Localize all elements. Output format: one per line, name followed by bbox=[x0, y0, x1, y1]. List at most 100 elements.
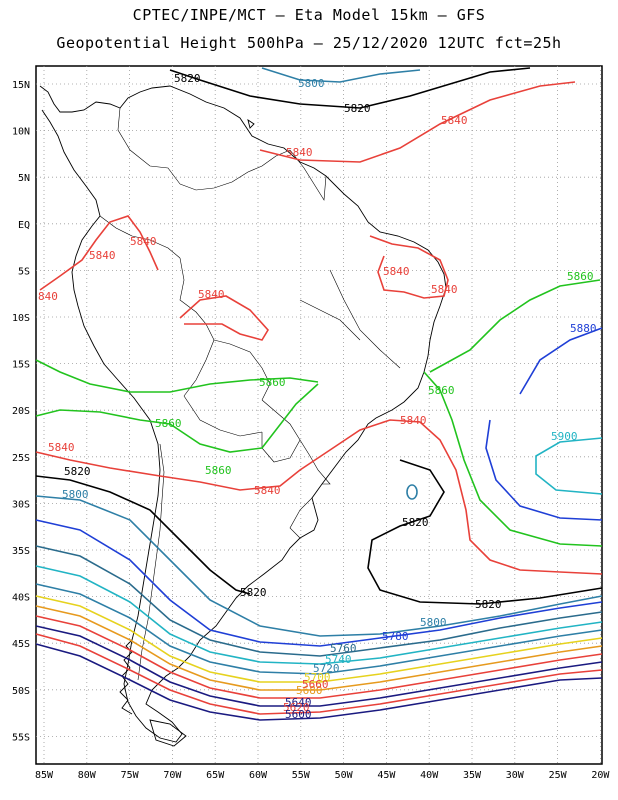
lat-tick-label: 50S bbox=[12, 686, 30, 697]
country-borders bbox=[99, 107, 401, 681]
lat-tick-label: 40S bbox=[12, 593, 30, 604]
contour-label: 5860 bbox=[205, 464, 232, 477]
contour-label: 5600 bbox=[285, 708, 312, 721]
contour-5860-atlantic bbox=[423, 371, 603, 547]
contour-label: 5860 bbox=[259, 376, 286, 389]
contour-label: 5840 bbox=[254, 484, 281, 497]
contour-label: 5660 bbox=[302, 678, 329, 691]
axis-ticks: 85W 80W 75W 70W 65W 60W 55W 50W 45W 40W 35W 30W 25W 2… bbox=[12, 80, 610, 781]
contour-5820-north bbox=[169, 67, 531, 109]
lon-tick-label: 50W bbox=[335, 770, 354, 781]
contour-label: 5800 bbox=[298, 77, 325, 90]
lon-tick-label: 70W bbox=[163, 770, 182, 781]
contour-label: 5840 bbox=[441, 114, 468, 127]
lon-tick-label: 45W bbox=[377, 770, 396, 781]
contour-5840-north bbox=[259, 81, 576, 163]
tierra-del-fuego bbox=[149, 719, 187, 747]
contour-label: 5840 bbox=[286, 146, 313, 159]
contour-label: 5700 bbox=[304, 671, 331, 684]
contour-label: 5860 bbox=[567, 270, 594, 283]
lon-tick-label: 55W bbox=[292, 770, 311, 781]
contour-label: 5780 bbox=[382, 630, 409, 643]
lon-tick-label: 20W bbox=[591, 770, 610, 781]
contour-label: 5760 bbox=[330, 642, 357, 655]
lat-tick-label: 5N bbox=[18, 173, 30, 184]
border-venezuela-brazil bbox=[179, 149, 291, 191]
lat-tick-label: 15S bbox=[12, 360, 30, 371]
border-bolivia-brazil bbox=[213, 339, 271, 401]
border-colombia-venezuela bbox=[117, 107, 181, 185]
contour-label: 5900 bbox=[551, 430, 578, 443]
border-brazil-states bbox=[299, 269, 401, 369]
lat-tick-label: 10N bbox=[12, 127, 30, 138]
contour-label: 5840 bbox=[89, 249, 116, 262]
lat-tick-label: 35S bbox=[12, 546, 30, 557]
contour-lines bbox=[35, 67, 603, 721]
map-title-line2: Geopotential Height 500hPa – 25/12/2020 … bbox=[56, 34, 562, 52]
contour-label: 5800 bbox=[62, 488, 89, 501]
contour-5820-cell bbox=[406, 484, 418, 500]
lat-tick-label: 45S bbox=[12, 639, 30, 650]
contour-label: 5720 bbox=[313, 662, 340, 675]
contour-label: 5740 bbox=[325, 653, 352, 666]
lat-tick-label: 10S bbox=[12, 313, 30, 324]
contour-5740 bbox=[35, 565, 603, 665]
border-bolivia-argentina bbox=[183, 395, 263, 437]
contour-5800-south bbox=[35, 495, 603, 637]
border-argentina-brazil bbox=[299, 439, 331, 485]
border-guianas bbox=[289, 149, 327, 201]
contour-label: 5680 bbox=[296, 684, 323, 697]
contour-label: 5820 bbox=[240, 586, 267, 599]
south-america-coast bbox=[39, 85, 447, 743]
contour-5680 bbox=[35, 605, 603, 691]
contour-5700 bbox=[35, 595, 603, 683]
lon-tick-label: 40W bbox=[420, 770, 439, 781]
lat-tick-label: 15N bbox=[12, 80, 30, 91]
contour-label: 840 bbox=[38, 290, 58, 303]
lat-tick-label: 30S bbox=[12, 499, 30, 510]
contour-5660 bbox=[35, 615, 603, 699]
contour-label: 5840 bbox=[400, 414, 427, 427]
contour-5800-north bbox=[261, 67, 421, 83]
trinidad-islands bbox=[247, 118, 255, 129]
lat-tick-label: 5S bbox=[18, 266, 30, 277]
contour-label: 5840 bbox=[198, 288, 225, 301]
contour-label: 5860 bbox=[155, 417, 182, 430]
contour-label: 5820 bbox=[174, 72, 201, 85]
contour-5600 bbox=[35, 643, 603, 721]
lon-tick-label: 30W bbox=[506, 770, 525, 781]
contour-label: 5820 bbox=[64, 465, 91, 478]
contour-label: 5620 bbox=[283, 701, 310, 714]
contour-5820-south bbox=[35, 459, 603, 605]
contour-5640 bbox=[35, 625, 603, 707]
contour-label: 5820 bbox=[344, 102, 371, 115]
contour-label: 5840 bbox=[431, 283, 458, 296]
contour-label: 5840 bbox=[48, 441, 75, 454]
border-colombia-peru bbox=[99, 215, 181, 259]
lon-tick-label: 80W bbox=[78, 770, 97, 781]
contour-5860-central bbox=[35, 359, 319, 393]
contour-labels: 5820 5800 5820 5840 5840 5840 5840 5840 … bbox=[38, 72, 597, 721]
lon-tick-label: 35W bbox=[463, 770, 482, 781]
contour-label: 5840 bbox=[130, 235, 157, 248]
lon-tick-label: 75W bbox=[121, 770, 140, 781]
contour-5840-amazon bbox=[179, 295, 269, 341]
lon-tick-label: 60W bbox=[249, 770, 268, 781]
contour-5900 bbox=[535, 437, 603, 495]
lat-tick-label: 20S bbox=[12, 406, 30, 417]
graticule bbox=[36, 66, 602, 764]
border-peru-brazil bbox=[179, 257, 215, 341]
map-title-line1: CPTEC/INPE/MCT – Eta Model 15km – GFS bbox=[132, 6, 486, 24]
contour-5840-south bbox=[35, 419, 603, 575]
contour-5720 bbox=[35, 583, 603, 675]
contour-label: 5840 bbox=[383, 265, 410, 278]
lon-tick-label: 85W bbox=[35, 770, 54, 781]
lon-tick-label: 65W bbox=[206, 770, 225, 781]
contour-5840-west bbox=[39, 215, 159, 291]
border-paraguay bbox=[261, 399, 301, 463]
contour-label: 5640 bbox=[285, 696, 312, 709]
contour-label: 5880 bbox=[570, 322, 597, 335]
lat-tick-label: 55S bbox=[12, 732, 30, 743]
lon-tick-label: 25W bbox=[549, 770, 568, 781]
